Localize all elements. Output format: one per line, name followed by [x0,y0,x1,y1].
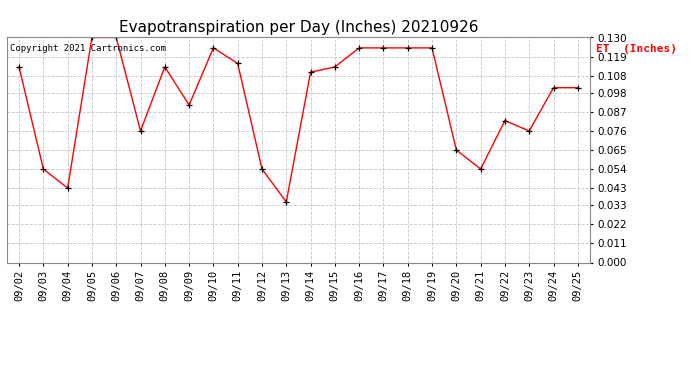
Text: Copyright 2021 Cartronics.com: Copyright 2021 Cartronics.com [10,44,166,53]
Title: Evapotranspiration per Day (Inches) 20210926: Evapotranspiration per Day (Inches) 2021… [119,20,478,35]
Text: ET  (Inches): ET (Inches) [595,44,677,54]
